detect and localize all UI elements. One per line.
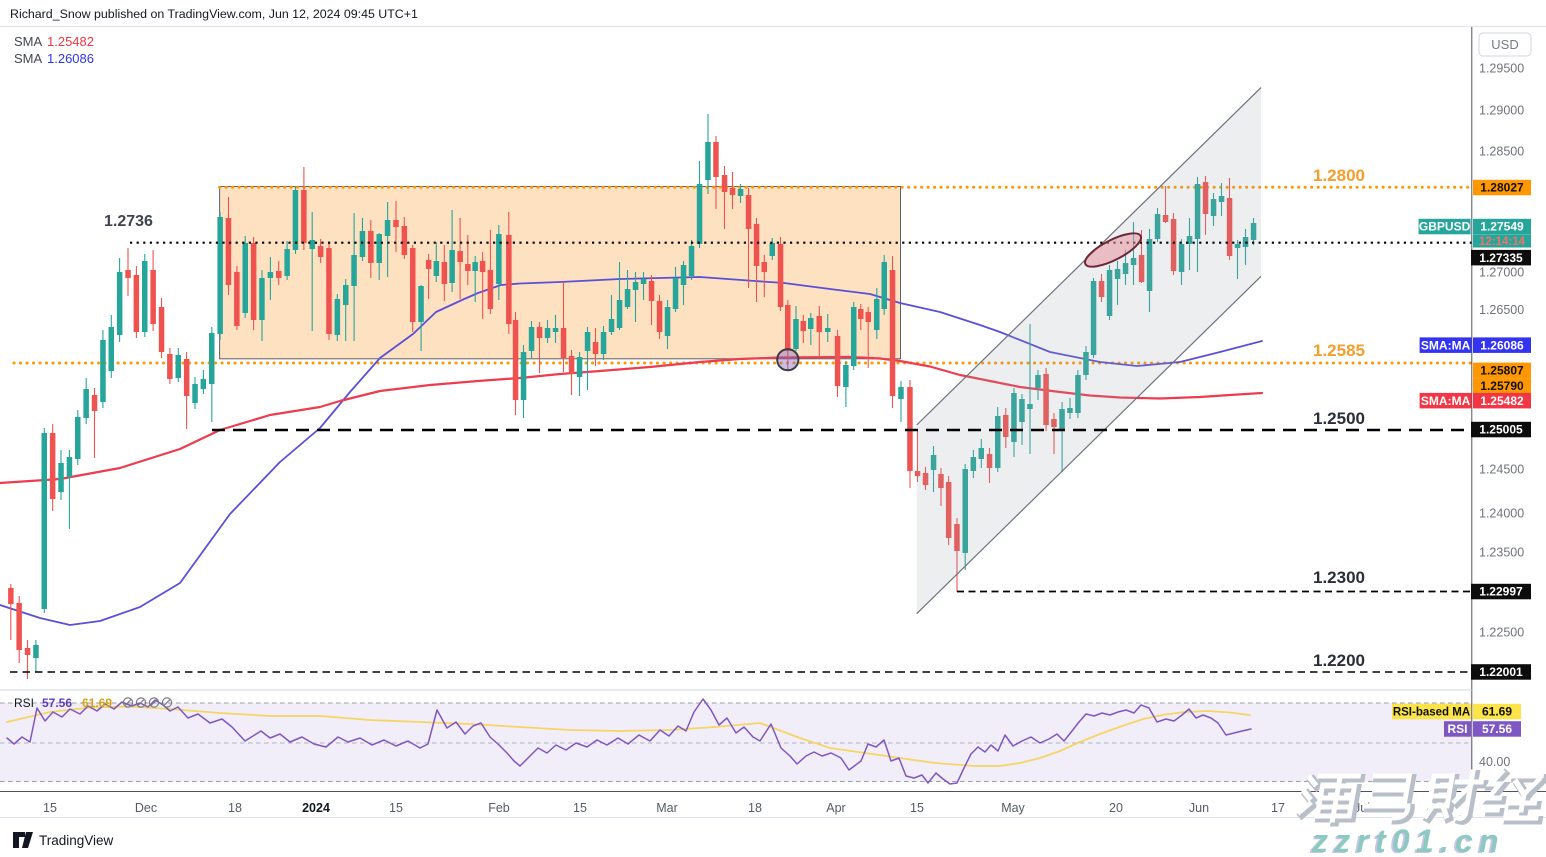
svg-text:61.69: 61.69: [82, 696, 112, 710]
svg-text:1.25790: 1.25790: [1480, 379, 1524, 393]
svg-text:1.22500: 1.22500: [1479, 626, 1524, 640]
svg-text:15: 15: [389, 801, 403, 815]
svg-text:57.56: 57.56: [1482, 722, 1512, 736]
svg-text:1.29000: 1.29000: [1479, 104, 1524, 118]
svg-text:61.69: 61.69: [1482, 705, 1512, 719]
svg-text:15: 15: [43, 801, 57, 815]
svg-text:Jun: Jun: [1189, 801, 1209, 815]
svg-text:SMA: SMA: [14, 51, 43, 66]
svg-text:May: May: [1001, 801, 1025, 815]
svg-text:Richard_Snow published on Trad: Richard_Snow published on TradingView.co…: [10, 7, 418, 21]
svg-text:18: 18: [228, 801, 242, 815]
svg-text:40.00: 40.00: [1479, 755, 1510, 769]
svg-text:Dec: Dec: [135, 801, 157, 815]
svg-text:1.25482: 1.25482: [47, 34, 94, 49]
svg-text:RSI: RSI: [1447, 722, 1467, 736]
svg-text:15: 15: [910, 801, 924, 815]
svg-text:1.2500: 1.2500: [1313, 409, 1365, 428]
svg-text:SMA:MA: SMA:MA: [1421, 338, 1471, 352]
svg-text:1.26500: 1.26500: [1479, 303, 1524, 317]
svg-text:1.22001: 1.22001: [1479, 665, 1523, 679]
svg-text:Mar: Mar: [656, 801, 678, 815]
svg-text:2024: 2024: [302, 801, 330, 815]
svg-text:1.23500: 1.23500: [1479, 546, 1524, 560]
svg-text:1.2200: 1.2200: [1313, 651, 1365, 670]
svg-text:Apr: Apr: [826, 801, 845, 815]
svg-text:12:14:14: 12:14:14: [1479, 236, 1526, 248]
svg-text:1.2736: 1.2736: [104, 213, 153, 230]
svg-text:17: 17: [1271, 801, 1285, 815]
svg-text:GBPUSD: GBPUSD: [1419, 220, 1471, 234]
svg-text:18: 18: [748, 801, 762, 815]
svg-text:1.28027: 1.28027: [1480, 181, 1524, 195]
svg-text:1.28500: 1.28500: [1479, 145, 1524, 159]
svg-text:USD: USD: [1491, 37, 1518, 52]
svg-text:1.25482: 1.25482: [1480, 394, 1524, 408]
svg-text:1.27000: 1.27000: [1479, 266, 1524, 280]
svg-text:1.2300: 1.2300: [1313, 568, 1365, 587]
svg-text:1.24500: 1.24500: [1479, 463, 1524, 477]
svg-text:1.27549: 1.27549: [1480, 220, 1524, 234]
svg-text:1.25807: 1.25807: [1480, 364, 1524, 378]
svg-text:1.2800: 1.2800: [1313, 166, 1365, 185]
svg-text:zzrt01.cn: zzrt01.cn: [1311, 823, 1505, 857]
svg-text:1.26086: 1.26086: [1480, 338, 1524, 352]
svg-text:SMA:MA: SMA:MA: [1421, 394, 1471, 408]
svg-text:57.56: 57.56: [42, 696, 72, 710]
svg-text:RSI-based MA: RSI-based MA: [1393, 707, 1470, 719]
svg-text:1.22997: 1.22997: [1479, 585, 1523, 599]
svg-text:TradingView: TradingView: [39, 833, 114, 848]
svg-text:1.26086: 1.26086: [47, 51, 94, 66]
svg-text:1.25005: 1.25005: [1479, 423, 1523, 437]
svg-text:SMA: SMA: [14, 34, 43, 49]
svg-text:1.29500: 1.29500: [1479, 62, 1524, 76]
svg-text:15: 15: [573, 801, 587, 815]
svg-text:20: 20: [1109, 801, 1123, 815]
svg-text:RSI: RSI: [14, 696, 34, 710]
svg-text:1.2585: 1.2585: [1313, 341, 1365, 360]
svg-text:1.24000: 1.24000: [1479, 507, 1524, 521]
svg-text:zzrt01.cn: zzrt01.cn: [1309, 824, 1503, 857]
svg-text:1.27335: 1.27335: [1479, 251, 1523, 265]
svg-text:Feb: Feb: [488, 801, 510, 815]
